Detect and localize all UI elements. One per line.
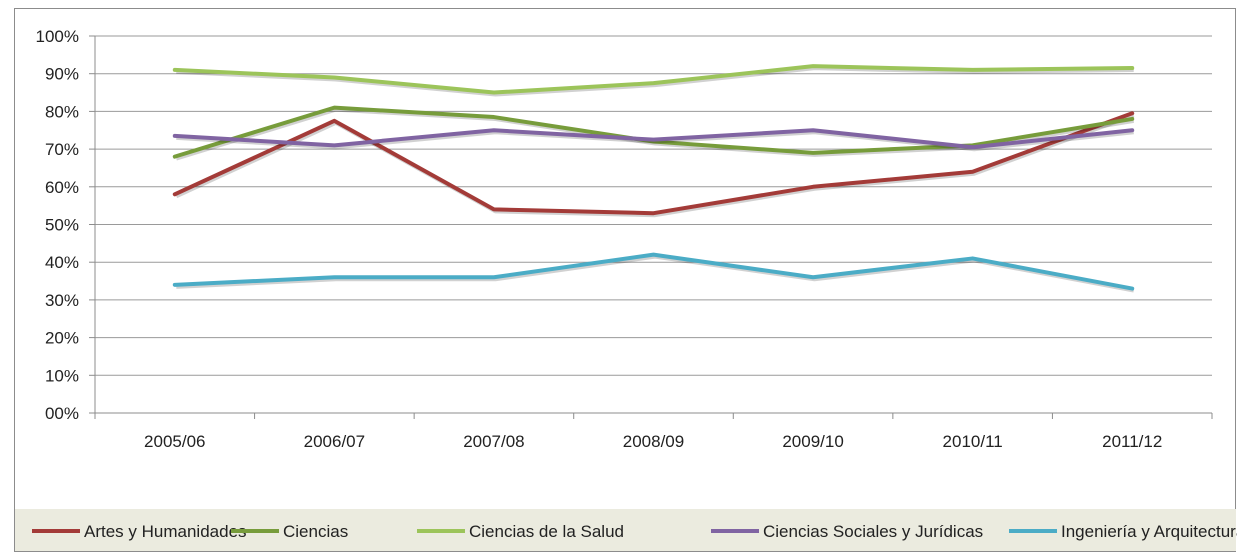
y-tick-label: 60% <box>45 178 79 197</box>
legend-label-artes-y-humanidades: Artes y Humanidades <box>84 522 247 541</box>
y-tick-label: 50% <box>45 216 79 235</box>
y-tick-label: 30% <box>45 291 79 310</box>
legend-label-ingenier-a-y-arquitectura: Ingeniería y Arquitectura <box>1061 522 1237 541</box>
series-line-ciencias-sociales-y-jur-dicas <box>172 128 1135 150</box>
x-axis-ticks: 2005/06 2006/07 2007/08 2008/09 2009/10 2010/… <box>144 432 1162 451</box>
x-tick-label: 2010/11 <box>943 432 1003 451</box>
y-tick-label: 20% <box>45 329 79 348</box>
y-tick-label: 100% <box>36 27 79 46</box>
x-tick-label: 2005/06 <box>144 432 205 451</box>
series-line-artes-y-humanidades <box>172 111 1135 216</box>
y-tick-label: 70% <box>45 140 79 159</box>
x-tick-label: 2008/09 <box>623 432 684 451</box>
series-lines <box>172 64 1135 293</box>
y-tick-label: 40% <box>45 253 79 272</box>
series-shadow-ciencias-sociales-y-jur-dicas <box>176 130 1134 152</box>
series-shadow-ciencias <box>175 107 1135 161</box>
x-tick-label: 2009/10 <box>782 432 843 451</box>
y-tick-label: 00% <box>45 404 79 423</box>
legend: Artes y Humanidades Ciencias Ciencias de l… <box>32 522 1237 541</box>
y-tick-label: 10% <box>45 366 79 385</box>
legend-label-ciencias-de-la-salud: Ciencias de la Salud <box>469 522 624 541</box>
legend-label-ciencias-sociales-y-jur-dicas: Ciencias Sociales y Jurídicas <box>763 522 983 541</box>
x-tick-label: 2006/07 <box>304 432 365 451</box>
y-tick-label: 90% <box>45 65 79 84</box>
legend-label-ciencias: Ciencias <box>283 522 348 541</box>
series-line-ingenier-a-y-arquitectura <box>172 252 1135 291</box>
y-axis-ticks: 00% 10% 20% 30% 40% 50% 60% 70% 80% 90% 100% <box>36 27 79 423</box>
x-tick-label: 2007/08 <box>463 432 524 451</box>
x-tick-label: 2011/12 <box>1102 432 1162 451</box>
gridlines <box>89 35 1213 419</box>
y-tick-label: 80% <box>45 102 79 121</box>
series-line-ciencias-de-la-salud <box>172 64 1135 95</box>
chart-frame <box>14 8 1236 552</box>
